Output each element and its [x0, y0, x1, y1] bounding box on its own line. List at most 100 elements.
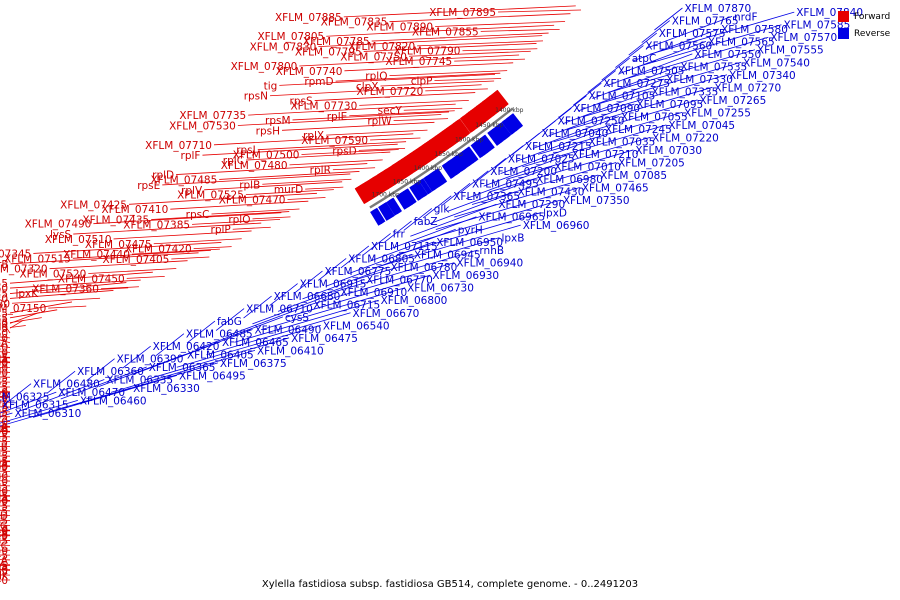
- reverse-gene-label: XFLM_07465: [582, 183, 649, 195]
- reverse-gene-label: XFLM_07350: [563, 195, 630, 207]
- reverse-leader: [410, 203, 497, 237]
- forward-gene-label: rpsS: [290, 96, 313, 108]
- reverse-leader: [568, 86, 713, 130]
- reverse-gene-label: fabZ: [414, 216, 438, 228]
- forward-gene-label: XFLM_07835: [321, 17, 388, 29]
- reverse-leader: [553, 99, 698, 143]
- forward-gene-label: XFLM_07120: [0, 392, 8, 404]
- reverse-leader: [538, 111, 683, 155]
- reverse-leader: [86, 358, 115, 381]
- reverse-leader: [563, 91, 650, 124]
- reverse-gene-label: XFLM_07030: [635, 145, 702, 157]
- forward-gene-label: rplD: [152, 170, 174, 182]
- forward-gene-label: rplB: [239, 179, 260, 191]
- reverse-gene: [405, 188, 417, 204]
- forward-leader: [9, 309, 58, 319]
- reverse-gene: [430, 170, 444, 187]
- reverse-gene-label: XFLM_07095: [636, 99, 703, 111]
- reverse-leader: [489, 149, 634, 193]
- forward-leader: [434, 78, 502, 81]
- forward-swatch: [838, 11, 849, 22]
- reverse-gene-label: XFLM_07535: [680, 61, 747, 73]
- reverse-gene-label: XFLM_06465: [222, 337, 289, 349]
- forward-gene-label: XFLM_06750: [0, 545, 8, 557]
- forward-leader: [363, 43, 537, 52]
- reverse-gene: [491, 126, 506, 143]
- forward-leader: [270, 84, 482, 97]
- forward-leader: [171, 256, 210, 260]
- forward-leader: [170, 200, 309, 210]
- reverse-leader: [206, 312, 351, 356]
- reverse-leader: [500, 141, 587, 174]
- forward-gene-label: XFLM_06870: [0, 422, 8, 434]
- forward-gene-label: XFLM_07490: [25, 219, 92, 231]
- reverse-gene-label: XFLM_07505: [618, 66, 685, 78]
- reverse-gene-label: XFLM_06365: [149, 362, 216, 374]
- forward-gene-label: rplP: [211, 224, 231, 236]
- forward-gene-label: XFLM_07325: [0, 451, 8, 463]
- reverse-gene-label: XFLM_06420: [153, 341, 220, 353]
- forward-gene-label: adk: [0, 570, 9, 582]
- reverse-gene-label: pyrH: [458, 224, 483, 236]
- forward-leader: [193, 246, 232, 250]
- reverse-leader: [645, 15, 733, 49]
- forward-leader: [93, 212, 282, 225]
- reverse-gene-label: XFLM_07365: [453, 191, 520, 203]
- tick-label: 1450 kbp: [475, 122, 503, 129]
- forward-leader: [287, 197, 326, 200]
- reverse-gene-label: XFLM_06310: [14, 408, 81, 420]
- forward-leader: [358, 147, 406, 151]
- forward-leader: [9, 282, 127, 294]
- reverse-gene-label: XFLM_07290: [498, 199, 565, 211]
- reverse-leader: [98, 354, 186, 387]
- reverse-gene-label: fabG: [217, 316, 242, 328]
- forward-leader: [389, 70, 508, 77]
- reverse-leader: [582, 74, 728, 118]
- reverse-gene-label: XFLM_06495: [179, 370, 246, 382]
- forward-gene-label: XFLM_06785: [0, 481, 8, 493]
- reverse-gene-label: XFLM_06805: [348, 253, 415, 265]
- forward-gene-label: XFLM_06725: [0, 466, 8, 478]
- forward-gene-label: XFLM_07435: [82, 215, 149, 227]
- forward-leader: [131, 248, 220, 255]
- forward-gene-label: XFLM_07710: [145, 140, 212, 152]
- forward-gene-label: XFLM_07420: [125, 244, 192, 256]
- forward-leader: [151, 211, 290, 220]
- reverse-gene-label: XFLM_06540: [323, 320, 390, 332]
- forward-gene-label: XFLM_06640: [0, 526, 8, 538]
- forward-gene-label: XFLM_07385: [123, 219, 190, 231]
- forward-gene-label: XFLM_06850: [0, 525, 8, 537]
- forward-gene: [400, 156, 416, 176]
- reverse-gene-label: XFLM_07205: [618, 157, 685, 169]
- forward-leader: [498, 9, 582, 13]
- reverse-gene-label: XFLM_06475: [291, 333, 358, 345]
- reverse-leader: [0, 391, 57, 414]
- legend-forward: Forward: [838, 8, 890, 25]
- reverse-swatch: [838, 28, 849, 39]
- reverse-leader: [369, 228, 456, 262]
- reverse-leader: [215, 308, 245, 331]
- forward-gene-label: rplW: [367, 116, 392, 128]
- reverse-gene-label: XFLM_06960: [523, 220, 590, 232]
- forward-leader: [343, 5, 576, 18]
- forward-leader: [6, 327, 11, 334]
- reverse-leader: [260, 287, 406, 331]
- reverse-leader: [234, 299, 379, 343]
- forward-leader: [425, 88, 488, 92]
- reverse-gene-label: XFLM_06800: [381, 295, 448, 307]
- reverse-gene-label: XFLM_07035: [589, 137, 656, 149]
- reverse-leader: [654, 7, 683, 31]
- forward-leader: [9, 319, 24, 329]
- forward-gene-label: XFLM_07885: [275, 12, 342, 24]
- forward-gene-label: rpsD: [332, 145, 357, 157]
- reverse-gene-label: atpC: [632, 53, 657, 65]
- forward-gene-label: XFLM_07125: [0, 402, 8, 414]
- forward-gene-label: XFLM_06695: [0, 491, 8, 503]
- forward-gene-label: XFLM_06510: [0, 531, 8, 543]
- forward-gene: [385, 165, 401, 185]
- reverse-leader: [577, 78, 665, 112]
- forward-gene-label: XFLM_07315: [0, 432, 8, 444]
- forward-gene-label: XFLM_07440: [63, 249, 130, 261]
- forward-gene: [494, 90, 509, 107]
- forward-leader: [126, 275, 165, 279]
